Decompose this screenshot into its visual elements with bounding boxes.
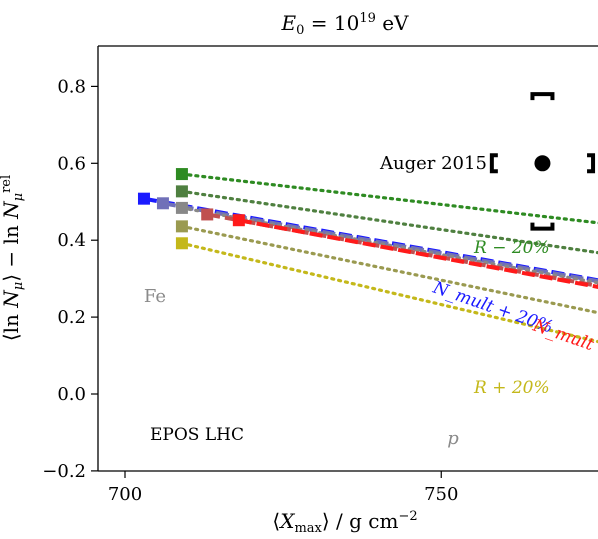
square-marker xyxy=(156,197,169,210)
x-tick-label: 700 xyxy=(108,484,142,505)
square-marker xyxy=(201,208,214,221)
label-nmult-minus-20: N_mult − 2 xyxy=(529,315,598,366)
y-tick-label: 0.6 xyxy=(57,153,86,174)
x-axis-label: ⟨Xmax⟩ / g cm−2 xyxy=(272,509,417,536)
series-line-2 xyxy=(180,189,598,255)
y-tick-label: 0.4 xyxy=(57,230,86,251)
square-marker xyxy=(175,220,188,233)
y-tick-label: 0.2 xyxy=(57,307,86,328)
y-tick-label: 0.0 xyxy=(57,384,86,405)
annotation-model: EPOS LHC xyxy=(150,425,244,445)
square-marker xyxy=(175,185,188,198)
label-r-minus-20: R − 20% xyxy=(473,238,550,258)
auger-2015-point xyxy=(534,155,551,172)
label-r-plus-20: R + 20% xyxy=(473,378,550,398)
sys-bracket-top xyxy=(530,92,555,101)
square-marker xyxy=(175,237,188,250)
square-marker xyxy=(175,201,188,214)
y-axis-label: ⟨ln Nμ⟩ − ln Nμrel xyxy=(0,175,26,341)
y-tick-label: 0.8 xyxy=(57,76,86,97)
square-marker xyxy=(137,192,150,205)
sys-bracket-left xyxy=(489,153,498,174)
y-tick-label: −0.2 xyxy=(42,461,86,482)
x-tick-label: 750 xyxy=(424,484,458,505)
annotation-p: p xyxy=(447,428,459,449)
square-marker xyxy=(232,214,245,227)
sys-bracket-bottom xyxy=(530,222,555,231)
square-marker xyxy=(175,168,188,181)
series-line-8 xyxy=(180,224,598,315)
series-line-9 xyxy=(180,241,598,344)
chart-title: E0 = 1019 eV xyxy=(281,11,410,38)
series-line-5 xyxy=(180,206,598,285)
annotation-fe: Fe xyxy=(144,286,166,307)
series-line-7 xyxy=(238,218,598,289)
series-line-1 xyxy=(180,172,598,225)
label-auger-2015: Auger 2015 xyxy=(379,153,487,174)
sys-bracket-right xyxy=(587,153,596,174)
